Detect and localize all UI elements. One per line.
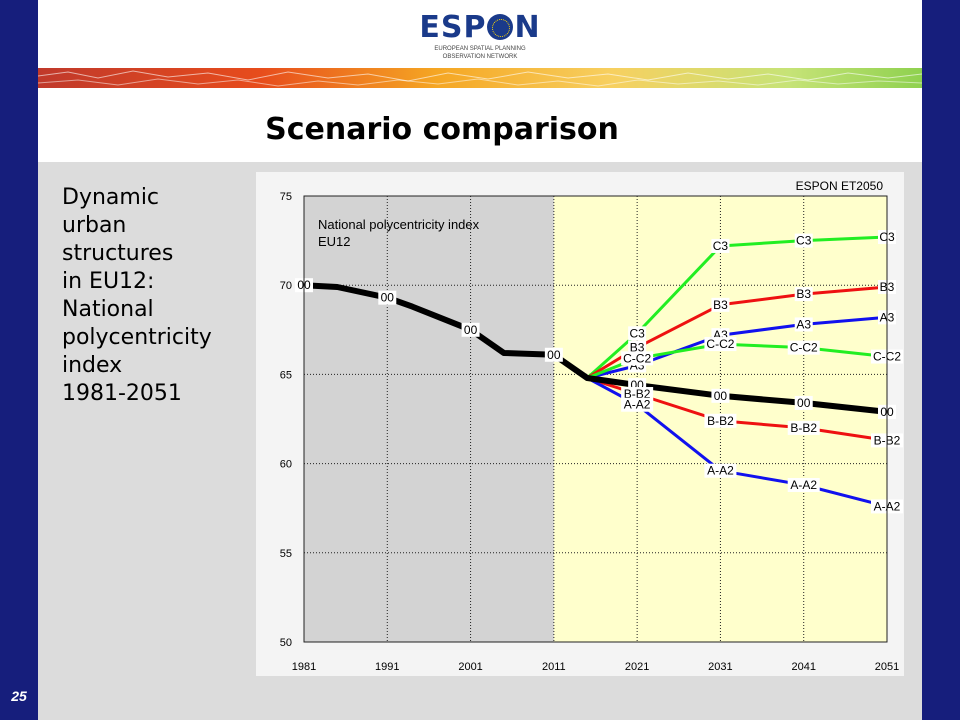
- data-label: C3: [629, 326, 645, 340]
- data-label-background: [711, 297, 730, 312]
- data-label: C-C2: [623, 351, 651, 365]
- x-tick-label: 2001: [458, 661, 482, 673]
- data-label: B3: [630, 341, 645, 355]
- shaded-region-0: [304, 196, 554, 642]
- logo-subtitle-1: EUROPEAN SPATIAL PLANNING: [434, 46, 526, 52]
- data-label: A-A2: [707, 464, 734, 478]
- slide-number: 25: [11, 688, 27, 704]
- data-label-background: [794, 317, 813, 332]
- x-tick-label: 2041: [791, 661, 815, 673]
- data-label-background: [704, 337, 737, 352]
- x-tick-label: 1981: [292, 661, 316, 673]
- y-tick-label: 70: [280, 280, 292, 292]
- data-label: 00: [797, 396, 811, 410]
- data-label: B-B2: [790, 421, 817, 435]
- data-label: A-A2: [790, 478, 817, 492]
- data-label-background: [621, 351, 654, 366]
- y-tick-label: 65: [280, 369, 292, 381]
- left-sidebar: [0, 0, 38, 720]
- data-label: A3: [796, 317, 811, 331]
- map-strip-banner: [38, 68, 922, 88]
- data-label-background: [787, 420, 820, 435]
- data-label: 00: [714, 389, 728, 403]
- y-tick-label: 60: [280, 459, 292, 471]
- data-label-background: [787, 478, 820, 493]
- logo-wordmark: ESP N: [38, 10, 922, 45]
- chart-container: 50 55 60 65 70 75 1981 1991 2001 2011 2021 2031 2041…: [256, 172, 904, 676]
- data-label: B3: [796, 287, 811, 301]
- data-label-background: [794, 233, 813, 248]
- logo-text-after: N: [514, 10, 541, 45]
- data-label: 00: [547, 348, 561, 362]
- source-label: ESPON ET2050: [796, 179, 884, 193]
- polycentricity-chart: 50 55 60 65 70 75 1981 1991 2001 2011 2021 2031 2041…: [280, 179, 903, 673]
- x-tick-label: 2051: [875, 661, 899, 673]
- logo-text-before: ESP: [419, 10, 487, 45]
- data-label-background: [711, 388, 730, 403]
- data-label-background: [794, 395, 813, 410]
- logo-subtitle-2: OBSERVATION NETWORK: [442, 54, 518, 60]
- x-tick-label: 2011: [542, 661, 566, 673]
- y-tick-label: 55: [280, 548, 292, 560]
- data-label-background: [628, 340, 647, 355]
- data-label: B-B2: [624, 387, 651, 401]
- right-sidebar: [922, 0, 960, 720]
- inner-title-line1: National polycentricity index: [318, 217, 480, 232]
- data-label-background: [621, 397, 654, 412]
- data-label: C3: [796, 234, 812, 248]
- data-label-background: [704, 413, 737, 428]
- data-label: 00: [381, 291, 395, 305]
- data-label-background: [704, 463, 737, 478]
- data-label: C3: [713, 239, 729, 253]
- eu-stars-icon: [487, 14, 514, 40]
- title-band: [38, 88, 922, 162]
- data-label-background: [621, 387, 654, 402]
- data-label: B-B2: [707, 414, 734, 428]
- data-label-background: [711, 238, 730, 253]
- inner-title-line2: EU12: [318, 234, 351, 249]
- x-tick-label: 1991: [375, 661, 399, 673]
- data-label: C-C2: [706, 337, 734, 351]
- data-label: A-A2: [624, 398, 651, 412]
- espon-logo: ESP N EUROPEAN SPATIAL PLANNING OBSERVATI…: [38, 10, 922, 61]
- plot-border: [303, 195, 888, 643]
- map-strip-graphic: [38, 68, 922, 88]
- x-tick-label: 2021: [625, 661, 649, 673]
- y-tick-label: 75: [280, 191, 292, 203]
- data-label-background: [544, 347, 563, 362]
- data-label-background: [628, 326, 647, 341]
- data-label-background: [787, 340, 820, 355]
- slide-title: Scenario comparison: [265, 112, 619, 147]
- data-label-background: [378, 290, 397, 305]
- data-label-background: [794, 287, 813, 302]
- data-label: 00: [464, 323, 478, 337]
- data-label: C-C2: [790, 341, 818, 355]
- y-tick-label: 50: [280, 637, 292, 649]
- slide-description: Dynamic urban structures in EU12: Nation…: [62, 185, 212, 406]
- x-tick-label: 2031: [708, 661, 732, 673]
- data-label: B3: [713, 298, 728, 312]
- data-label-background: [461, 322, 480, 337]
